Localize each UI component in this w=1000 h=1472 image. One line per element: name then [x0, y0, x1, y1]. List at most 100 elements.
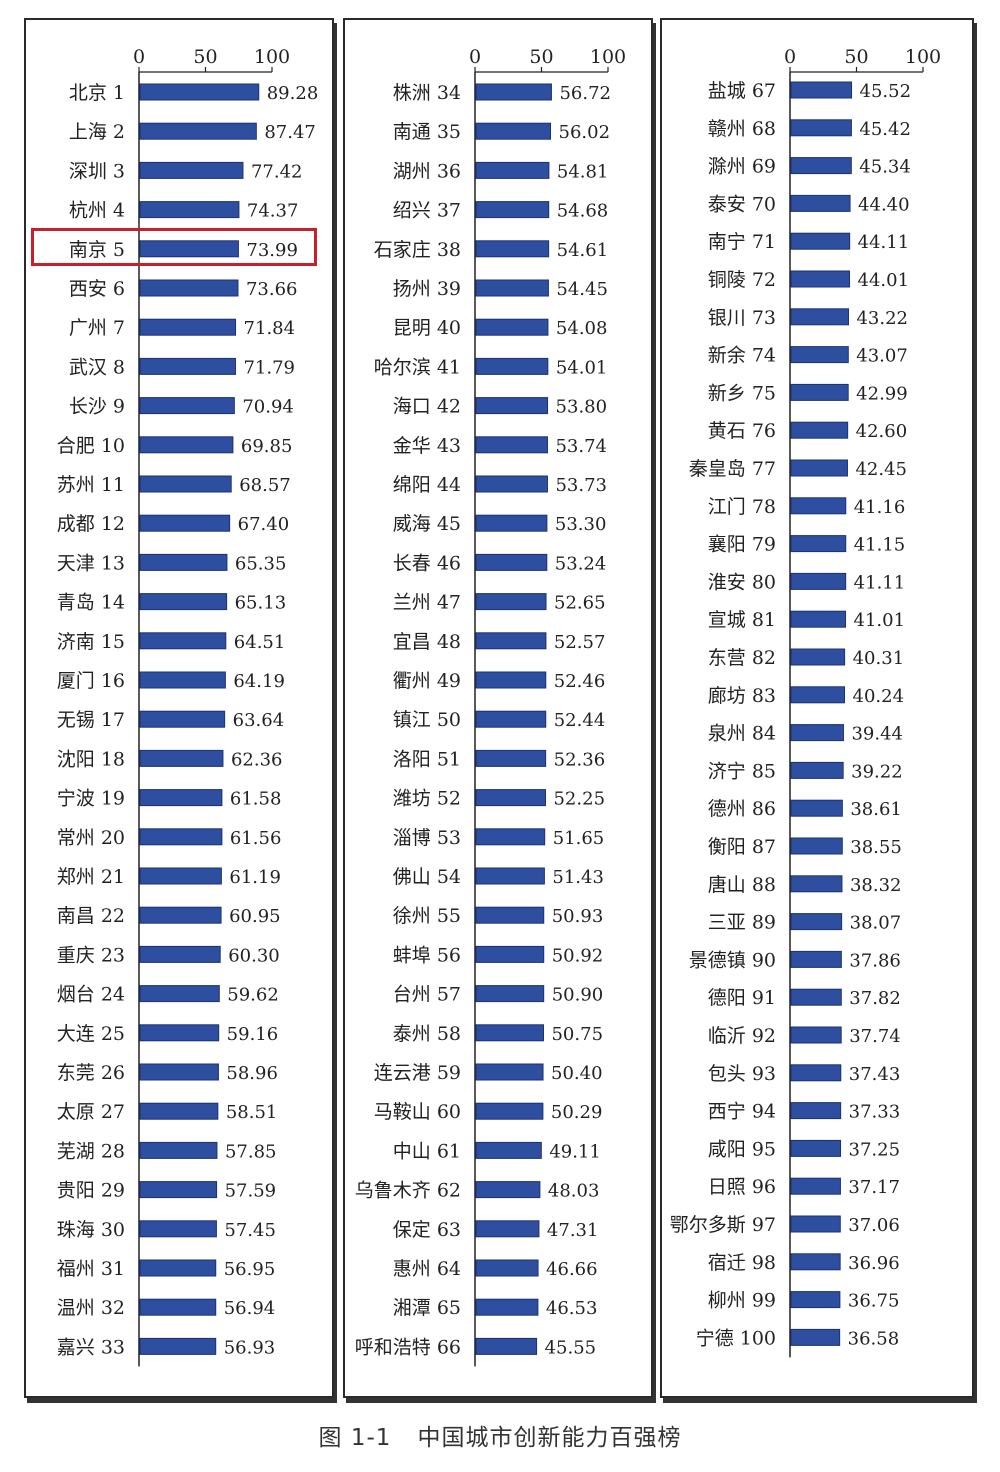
bar: [139, 1102, 219, 1120]
data-label: 65.35: [235, 553, 287, 574]
category-label: 长春 46: [393, 552, 461, 574]
category-label: 马鞍山 60: [374, 1101, 461, 1123]
bar: [790, 1102, 842, 1120]
data-label: 56.93: [224, 1337, 276, 1358]
category-label: 衢州 49: [393, 670, 461, 692]
data-label: 71.84: [244, 318, 296, 339]
bar: [139, 161, 244, 179]
category-label: 海口 42: [393, 396, 461, 418]
category-label: 沈阳 18: [57, 748, 125, 770]
category-label: 盐城 67: [708, 80, 776, 102]
data-label: 89.28: [267, 83, 319, 104]
category-label: 湘潭 65: [393, 1297, 461, 1319]
bar: [790, 1177, 841, 1195]
data-label: 67.40: [238, 514, 290, 535]
data-label: 60.30: [228, 945, 280, 966]
category-label: 临沂 92: [708, 1025, 776, 1047]
data-label: 45.55: [545, 1337, 597, 1358]
data-label: 53.30: [555, 514, 607, 535]
category-label: 兰州 47: [393, 592, 461, 614]
bar: [790, 421, 849, 439]
data-label: 59.16: [227, 1024, 279, 1045]
category-label: 大连 25: [57, 1023, 125, 1045]
category-label: 银川 73: [708, 307, 776, 329]
category-label: 宣城 81: [708, 609, 776, 631]
data-label: 54.01: [556, 357, 608, 378]
bar: [139, 710, 226, 728]
chart-panel-2: 0 50 100 株洲 34 56.72 南通 35 56.02 湖州 36 54.81 绍兴 3…: [343, 18, 653, 1398]
category-label: 呼和浩特 66: [355, 1336, 461, 1358]
bar-chart-1: 0 50 100 北京 1 89.28 上海 2 87.47 深圳 3 77.42 杭州 4 74.…: [57, 46, 319, 1367]
data-label: 50.90: [552, 985, 604, 1006]
bar: [790, 988, 842, 1006]
bar: [139, 1298, 217, 1316]
data-label: 56.02: [559, 122, 611, 143]
category-label: 保定 63: [393, 1219, 461, 1241]
nanjing-highlight-box: [31, 228, 317, 266]
data-label: 54.45: [556, 279, 608, 300]
data-label: 37.17: [848, 1177, 900, 1198]
data-label: 60.95: [229, 906, 281, 927]
data-label: 40.31: [853, 648, 905, 669]
category-label: 扬州 39: [393, 278, 461, 300]
category-label: 深圳 3: [69, 160, 125, 182]
data-label: 46.66: [546, 1259, 598, 1280]
bar: [475, 397, 549, 415]
category-label: 德阳 91: [708, 987, 776, 1009]
bar: [790, 1215, 841, 1233]
data-label: 56.72: [559, 83, 611, 104]
bar: [139, 553, 228, 571]
category-label: 南京 5: [69, 239, 125, 261]
bar: [790, 686, 846, 704]
category-label: 宁德 100: [696, 1327, 776, 1349]
figure-caption: 图 1-1 中国城市创新能力百强榜: [0, 1418, 1000, 1452]
data-label: 44.40: [858, 194, 910, 215]
bar: [475, 240, 550, 258]
data-label: 44.01: [858, 270, 910, 291]
category-label: 南通 35: [393, 121, 461, 143]
data-label: 38.55: [850, 837, 902, 858]
bar: [475, 553, 548, 571]
chart-panel-1: 0 50 100 北京 1 89.28 上海 2 87.47 深圳 3 77.42 杭州 4 74.…: [24, 18, 334, 1398]
data-label: 69.85: [241, 436, 293, 457]
data-label: 37.33: [849, 1102, 901, 1123]
category-label: 新乡 75: [708, 382, 776, 404]
category-label: 重庆 23: [57, 944, 125, 966]
bar: [790, 535, 847, 553]
bar: [790, 724, 844, 742]
category-label: 株洲 34: [393, 82, 461, 104]
data-label: 54.61: [557, 240, 609, 261]
category-label: 北京 1: [69, 82, 125, 104]
data-label: 71.79: [243, 357, 295, 378]
data-label: 59.62: [227, 985, 279, 1006]
data-label: 45.42: [859, 119, 911, 140]
category-label: 绵阳 44: [393, 474, 461, 496]
data-label: 39.22: [851, 761, 903, 782]
data-label: 50.40: [551, 1063, 603, 1084]
data-label: 62.36: [231, 749, 283, 770]
data-label: 36.58: [848, 1328, 900, 1349]
bar: [475, 475, 548, 493]
data-label: 53.73: [555, 475, 607, 496]
data-label: 37.43: [849, 1064, 901, 1085]
bar: [790, 497, 847, 515]
bar: [475, 279, 549, 297]
bar: [139, 240, 239, 258]
bar: [139, 1181, 218, 1199]
bar: [790, 875, 843, 893]
bar: [475, 1298, 539, 1316]
bar: [139, 671, 226, 689]
data-label: 64.51: [234, 632, 286, 653]
bar: [475, 1141, 542, 1159]
data-label: 73.66: [246, 279, 298, 300]
data-label: 54.81: [557, 161, 609, 182]
category-label: 广州 7: [69, 317, 125, 339]
data-label: 53.74: [555, 436, 607, 457]
category-label: 苏州 11: [57, 474, 125, 496]
bar: [139, 436, 234, 454]
category-label: 绍兴 37: [393, 200, 461, 222]
category-label: 天津 13: [57, 552, 125, 574]
bar: [139, 475, 232, 493]
category-label: 蚌埠 56: [393, 944, 461, 966]
data-label: 40.24: [853, 686, 905, 707]
